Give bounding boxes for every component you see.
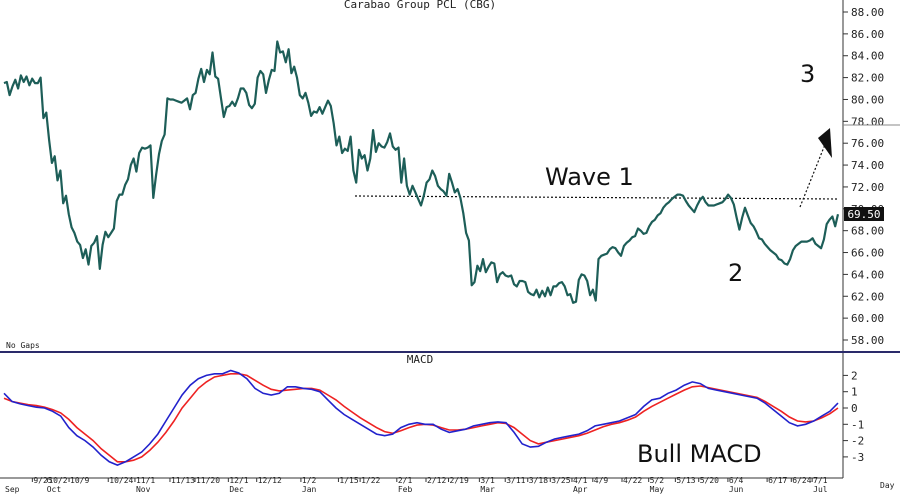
last-price-box [844, 207, 884, 221]
x-month-label: Jan [302, 485, 317, 494]
x-month-label: Mar [480, 485, 495, 494]
x-tick-label: 2/12 [427, 476, 446, 485]
macd-tick-label: 0 [851, 402, 858, 415]
x-month-label: Feb [398, 485, 413, 494]
x-tick-label: 4/1 [573, 476, 588, 485]
no-gaps-note: No Gaps [6, 341, 40, 350]
projection-arrow-head [818, 128, 832, 158]
x-month-label: May [650, 485, 665, 494]
price-tick-label: 80.00 [851, 93, 884, 106]
macd-ticks: -3 -2 -1 0 1 2 [843, 369, 864, 464]
series-signal-line [3, 373, 839, 463]
x-tick-label: 12/12 [258, 476, 282, 485]
x-tick-label: 3/25 [551, 476, 570, 485]
x-tick-label: 4/9 [594, 476, 609, 485]
x-month-label: Apr [573, 485, 588, 494]
price-tick-label: 78.00 [851, 115, 884, 128]
x-month-label: Jul [813, 485, 828, 494]
price-tick-label: 82.00 [851, 72, 884, 85]
macd-tick-label: 1 [851, 386, 858, 399]
x-tick-label: 12/1 [229, 476, 248, 485]
wave1-label: Wave 1 [545, 163, 634, 191]
x-tick-label: 11/20 [196, 476, 220, 485]
price-tick-label: 64.00 [851, 268, 884, 281]
wave1-line [354, 195, 839, 200]
price-tick-label: 68.00 [851, 225, 884, 238]
label-3: 3 [800, 60, 815, 88]
x-month-label: Jun [729, 485, 744, 494]
price-tick-label: 62.00 [851, 290, 884, 303]
last-price-label: 69.50 [847, 208, 880, 221]
x-tick-label: 10/2 [48, 476, 67, 485]
macd-tick-label: -1 [851, 418, 864, 431]
x-tick-label: 6/17 [768, 476, 787, 485]
x-tick-label: 6/24 [792, 476, 811, 485]
x-tick-label: 4/22 [623, 476, 642, 485]
x-tick-label: 10/9 [70, 476, 89, 485]
x-month-label: Oct [47, 485, 62, 494]
price-tick-label: 66.00 [851, 247, 884, 260]
x-axis-label: Day [880, 481, 895, 490]
x-tick-label: 2/19 [450, 476, 469, 485]
price-ticks: 58.0060.0062.0064.0066.0068.0070.0072.00… [843, 6, 884, 347]
price-tick-label: 74.00 [851, 159, 884, 172]
x-tick-label: 5/20 [700, 476, 719, 485]
macd-tick-label: -2 [851, 435, 864, 448]
x-tick-label: 11/13 [171, 476, 195, 485]
x-tick-label: 6/4 [729, 476, 744, 485]
x-month-label: Nov [136, 485, 151, 494]
x-tick-label: 3/18 [529, 476, 548, 485]
x-month-label: Dec [229, 485, 244, 494]
x-tick-label: 11/1 [136, 476, 155, 485]
chart-title: Carabao Group PCL (CBG) [344, 0, 496, 11]
x-tick-label: 1/22 [361, 476, 380, 485]
price-tick-label: 60.00 [851, 312, 884, 325]
x-tick-label: 1/15 [339, 476, 358, 485]
x-tick-label: 2/1 [398, 476, 413, 485]
price-tick-label: 76.00 [851, 137, 884, 150]
x-month-label: Sep [5, 485, 20, 494]
price-tick-label: 72.00 [851, 181, 884, 194]
label-2: 2 [728, 259, 743, 287]
price-tick-label: 84.00 [851, 50, 884, 63]
price-tick-label: 88.00 [851, 6, 884, 19]
x-tick-label: 3/11 [506, 476, 525, 485]
x-tick-label: 5/13 [676, 476, 695, 485]
x-tick-label: 9/25 [33, 476, 52, 485]
macd-tick-label: -3 [851, 451, 864, 464]
x-tick-label: 3/1 [480, 476, 495, 485]
x-tick-label: 5/2 [650, 476, 665, 485]
x-tick-label: 7/1 [813, 476, 828, 485]
series-price-line [3, 40, 840, 304]
macd-title: MACD [407, 353, 434, 366]
macd-tick-label: 2 [851, 369, 858, 382]
price-tick-label: 58.00 [851, 334, 884, 347]
x-tick-label: 10/24 [109, 476, 133, 485]
x-tick-label: 1/2 [302, 476, 317, 485]
series-macd-line [3, 369, 839, 466]
bull-macd-label: Bull MACD [637, 440, 762, 468]
price-tick-label: 86.00 [851, 28, 884, 41]
